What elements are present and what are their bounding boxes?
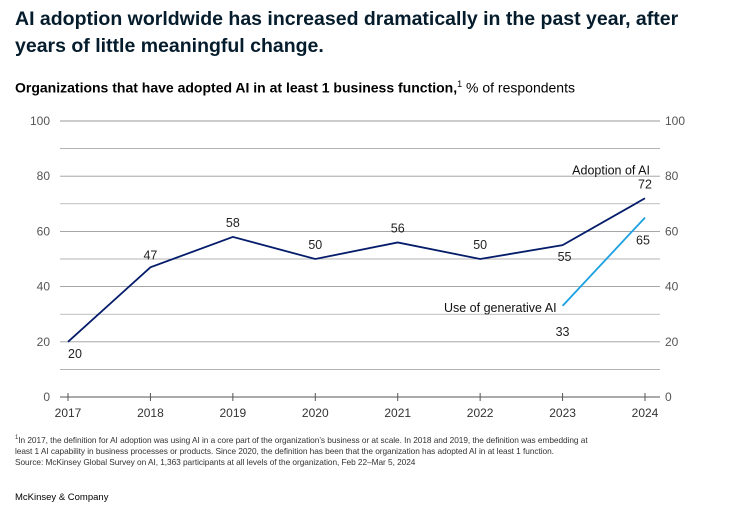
subtitle-unit: % of respondents bbox=[462, 79, 575, 96]
data-label-adoption: 50 bbox=[308, 238, 322, 252]
x-tick-label: 2020 bbox=[302, 406, 329, 420]
series-line-genai bbox=[561, 216, 646, 307]
data-label-adoption: 20 bbox=[68, 347, 82, 361]
data-label-adoption: 72 bbox=[638, 177, 652, 191]
y-tick-label-left: 100 bbox=[30, 114, 50, 128]
data-label-adoption: 50 bbox=[473, 238, 487, 252]
footnote-marker: 1 bbox=[15, 435, 19, 441]
data-label-adoption: 47 bbox=[143, 248, 157, 262]
y-tick-label-right: 0 bbox=[665, 390, 672, 404]
subtitle-bold: Organizations that have adopted AI in at… bbox=[15, 79, 458, 96]
x-tick-label: 2017 bbox=[55, 406, 82, 420]
y-tick-label-left: 60 bbox=[37, 224, 51, 238]
y-tick-label-right: 60 bbox=[665, 224, 679, 238]
data-label-genai: 33 bbox=[556, 325, 570, 339]
footnote: 1In 2017, the definition for AI adoption… bbox=[15, 433, 725, 468]
footnote-line-1: 1In 2017, the definition for AI adoption… bbox=[15, 433, 725, 446]
x-tick-label: 2022 bbox=[467, 406, 494, 420]
y-tick-label-left: 80 bbox=[37, 169, 51, 183]
data-label-genai: 65 bbox=[636, 234, 650, 248]
y-tick-label-left: 20 bbox=[37, 335, 51, 349]
chart-subtitle: Organizations that have adopted AI in at… bbox=[15, 79, 575, 96]
x-tick-label: 2019 bbox=[220, 406, 247, 420]
footnote-source: Source: McKinsey Global Survey on AI, 1,… bbox=[15, 457, 416, 468]
series-line-adoption bbox=[67, 197, 646, 343]
footnote-text-1: In 2017, the definition for AI adoption … bbox=[18, 434, 588, 445]
data-label-adoption: 58 bbox=[226, 216, 240, 230]
data-label-adoption: 55 bbox=[558, 250, 572, 264]
x-tick-label: 2021 bbox=[384, 406, 411, 420]
y-tick-label-left: 40 bbox=[37, 280, 51, 294]
brand-logo-text: McKinsey & Company bbox=[15, 492, 109, 503]
y-tick-label-right: 80 bbox=[665, 169, 679, 183]
series-label-adoption: Adoption of AI bbox=[572, 163, 650, 177]
subtitle-footnote-marker: 1 bbox=[457, 79, 463, 89]
data-label-adoption: 56 bbox=[391, 221, 405, 235]
series-label-genai: Use of generative AI bbox=[444, 301, 557, 315]
x-tick-label: 2024 bbox=[632, 406, 659, 420]
y-tick-label-left: 0 bbox=[43, 390, 50, 404]
y-tick-label-right: 20 bbox=[665, 335, 679, 349]
y-tick-label-right: 100 bbox=[665, 114, 685, 128]
footnote-line-2: least 1 AI capability in business proces… bbox=[15, 445, 554, 456]
y-tick-label-right: 40 bbox=[665, 280, 679, 294]
x-tick-label: 2023 bbox=[549, 406, 576, 420]
chart-headline: AI adoption worldwide has increased dram… bbox=[15, 8, 679, 57]
x-tick-label: 2018 bbox=[137, 406, 164, 420]
